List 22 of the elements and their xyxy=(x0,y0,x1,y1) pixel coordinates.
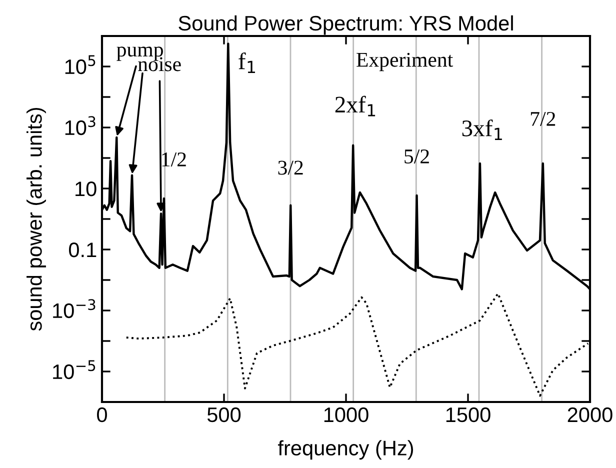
x-tick-label: 1000 xyxy=(324,407,368,422)
y-tick-label: 10 xyxy=(76,182,96,196)
y-tick-label: 10$^{3}$ xyxy=(65,116,96,136)
x-tick-label: 1500 xyxy=(446,407,490,422)
chart-title: Sound Power Spectrum: YRS Model xyxy=(178,15,513,35)
y-tick-label: 0.1 xyxy=(68,242,96,258)
annotation: 2xf$_{1}$ xyxy=(335,96,376,116)
y-tick-label: 10$^{−3}$ xyxy=(53,299,96,318)
y-axis-title: sound power (arb. units) xyxy=(26,108,46,331)
annotation: f$_{1}$ xyxy=(238,52,255,73)
x-tick-label: 0 xyxy=(97,407,107,422)
annotation: 7/2 xyxy=(530,112,556,126)
x-tick-label: 500 xyxy=(207,407,241,422)
annotation: 3xf$_{1}$ xyxy=(462,119,502,140)
annotation: 1/2 xyxy=(162,152,186,166)
annotation: Experiment xyxy=(356,52,454,72)
annotation: 3/2 xyxy=(278,160,303,175)
y-tick-label: 10$^{5}$ xyxy=(65,55,96,74)
x-axis-title: frequency (Hz) xyxy=(278,440,414,460)
annotation: 5/2 xyxy=(404,149,429,164)
x-tick-label: 2000 xyxy=(568,407,612,422)
y-tick-label: 10$^{−5}$ xyxy=(53,360,96,380)
